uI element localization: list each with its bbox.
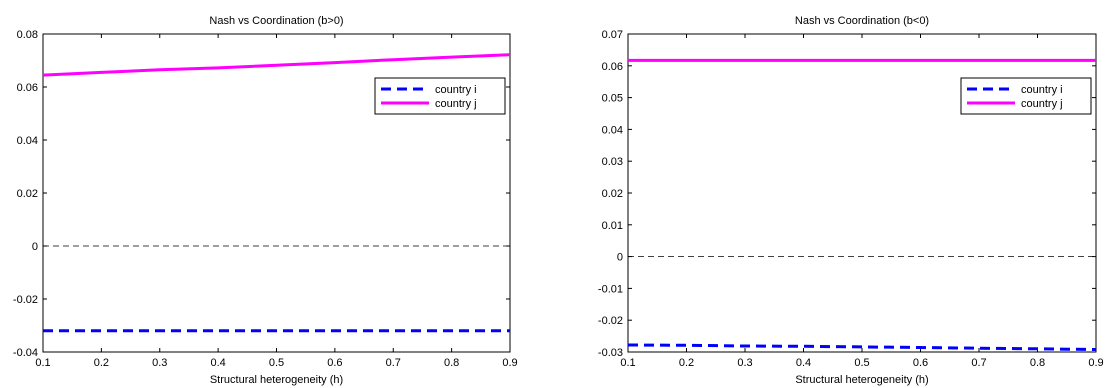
legend-label: country i bbox=[435, 84, 477, 96]
y-tick-label: 0.08 bbox=[17, 29, 38, 41]
x-axis-label: Structural heterogeneity (h) bbox=[795, 374, 928, 386]
legend: country i country j bbox=[960, 77, 1092, 115]
legend-label: country j bbox=[435, 98, 477, 110]
y-tick-label: 0.03 bbox=[602, 156, 623, 168]
y-tick-label: 0.05 bbox=[602, 93, 623, 105]
x-tick-label: 0.1 bbox=[35, 357, 50, 369]
legend: country i country j bbox=[374, 77, 506, 115]
y-tick-label: -0.02 bbox=[13, 294, 38, 306]
y-tick-label: -0.02 bbox=[598, 315, 623, 327]
series-line-country-i bbox=[627, 343, 1097, 351]
x-tick-label: 0.5 bbox=[269, 357, 284, 369]
x-tick-label: 0.4 bbox=[210, 357, 225, 369]
chart-panel-2: 0.1 0.2 0.3 0.4 0.5 0.6 0.7 0.8 0.9 -0.03 -0.02 -0.… bbox=[598, 15, 1104, 386]
chart-title: Nash vs Coordination (b<0) bbox=[795, 15, 929, 27]
x-axis-label: Structural heterogeneity (h) bbox=[210, 374, 343, 386]
x-tick-label: 0.8 bbox=[444, 357, 459, 369]
y-tick-label: 0.02 bbox=[17, 188, 38, 200]
x-tick-label: 0.9 bbox=[1088, 357, 1103, 369]
legend-box bbox=[374, 77, 506, 115]
x-tick-label: 0.2 bbox=[94, 357, 109, 369]
series-line-country-j bbox=[42, 53, 511, 77]
y-tick-label: -0.04 bbox=[13, 347, 38, 359]
legend-label: country j bbox=[1021, 98, 1063, 110]
x-tick-label: 0.2 bbox=[679, 357, 694, 369]
x-tick-label: 0.7 bbox=[386, 357, 401, 369]
y-tick-label: -0.03 bbox=[598, 347, 623, 359]
y-tick-label: 0.02 bbox=[602, 188, 623, 200]
x-tick-label: 0.7 bbox=[971, 357, 986, 369]
x-tick-label: 0.4 bbox=[796, 357, 811, 369]
y-tick-label: 0 bbox=[617, 252, 623, 264]
chart-panel-1: 0.1 0.2 0.3 0.4 0.5 0.6 0.7 0.8 0.9 -0.04 -0.02 0 0.… bbox=[13, 15, 518, 386]
x-tick-label: 0.9 bbox=[502, 357, 517, 369]
x-tick-label: 0.3 bbox=[152, 357, 167, 369]
x-tick-label: 0.5 bbox=[854, 357, 869, 369]
y-tick-label: 0.01 bbox=[602, 220, 623, 232]
y-tick-label: 0.07 bbox=[602, 29, 623, 41]
y-tick-label: -0.01 bbox=[598, 283, 623, 295]
x-tick-label: 0.3 bbox=[737, 357, 752, 369]
legend-label: country i bbox=[1021, 84, 1063, 96]
legend-box bbox=[960, 77, 1092, 115]
chart-title: Nash vs Coordination (b>0) bbox=[209, 15, 343, 27]
y-tick-label: 0.04 bbox=[17, 135, 38, 147]
y-tick-label: 0.04 bbox=[602, 124, 623, 136]
x-tick-label: 0.6 bbox=[327, 357, 342, 369]
y-tick-label: 0 bbox=[32, 241, 38, 253]
x-tick-label: 0.1 bbox=[620, 357, 635, 369]
y-tick-label: 0.06 bbox=[602, 61, 623, 73]
x-tick-label: 0.6 bbox=[913, 357, 928, 369]
y-tick-label: 0.06 bbox=[17, 82, 38, 94]
x-tick-label: 0.8 bbox=[1030, 357, 1045, 369]
